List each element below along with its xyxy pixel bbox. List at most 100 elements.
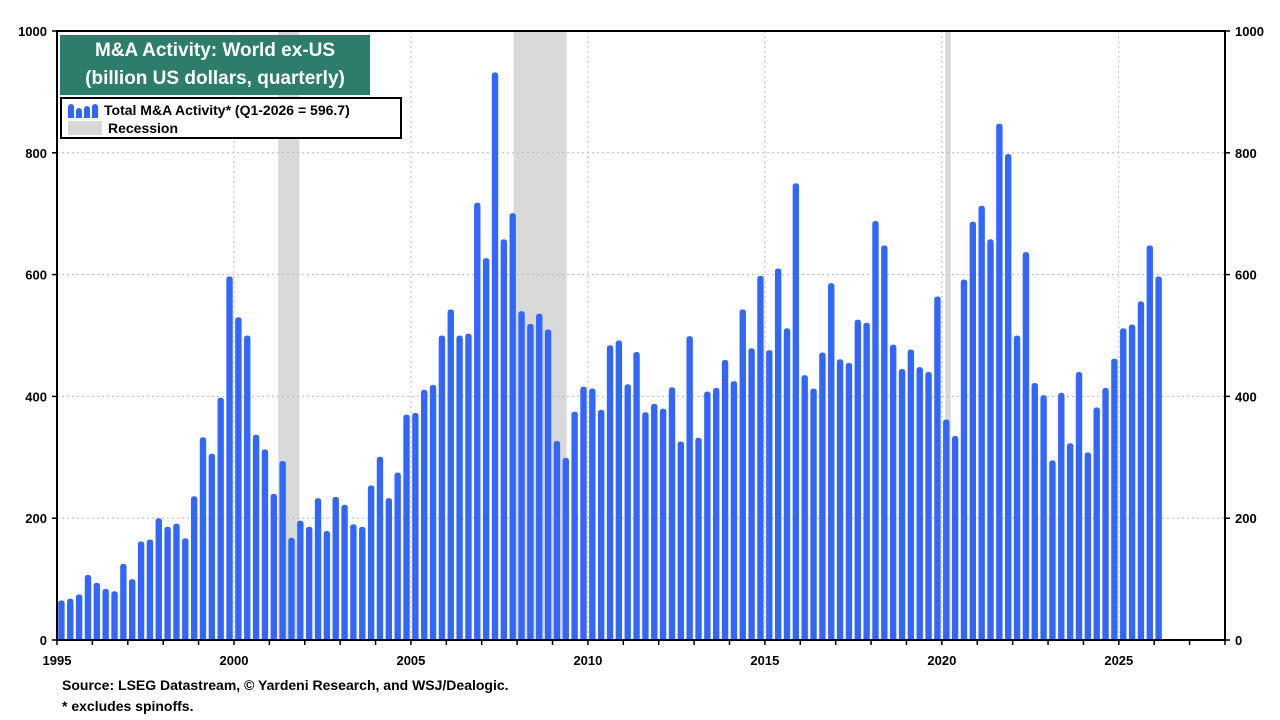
bar bbox=[642, 412, 649, 640]
bar bbox=[651, 403, 658, 640]
bar bbox=[279, 460, 286, 640]
legend: Total M&A Activity* (Q1-2026 = 596.7) Re… bbox=[60, 97, 402, 139]
bar bbox=[137, 541, 145, 640]
chart-title-box: M&A Activity: World ex-US (billion US do… bbox=[60, 35, 370, 95]
bar bbox=[1066, 443, 1074, 640]
legend-series-label: Total M&A Activity* (Q1-2026 = 596.7) bbox=[104, 102, 350, 118]
bar bbox=[332, 496, 339, 640]
bar bbox=[305, 526, 313, 640]
bar bbox=[1031, 383, 1038, 640]
y-tick-label-left: 0 bbox=[40, 633, 47, 648]
bar bbox=[509, 213, 516, 640]
bar bbox=[244, 335, 251, 640]
bar bbox=[633, 351, 640, 640]
bar bbox=[969, 221, 977, 640]
bar bbox=[199, 437, 207, 640]
bar bbox=[1128, 324, 1136, 640]
bar bbox=[889, 344, 897, 640]
bar bbox=[544, 329, 552, 640]
bar bbox=[1137, 301, 1145, 640]
bar bbox=[456, 335, 463, 640]
bar bbox=[659, 408, 667, 640]
bar bbox=[907, 349, 915, 640]
bar bbox=[146, 539, 154, 640]
bar bbox=[597, 409, 605, 640]
bar bbox=[615, 340, 623, 640]
bar bbox=[208, 453, 216, 640]
bar bbox=[686, 336, 693, 640]
y-tick-label-right: 600 bbox=[1235, 268, 1257, 283]
bar bbox=[872, 221, 879, 640]
bar bbox=[996, 123, 1003, 641]
bar bbox=[314, 498, 322, 640]
bar bbox=[925, 372, 932, 640]
y-tick-label-left: 200 bbox=[25, 511, 47, 526]
bar bbox=[270, 493, 277, 640]
legend-recession-label: Recession bbox=[108, 120, 179, 136]
bar bbox=[774, 268, 782, 640]
bar bbox=[155, 518, 162, 640]
bar bbox=[465, 333, 472, 640]
y-tick-label-left: 400 bbox=[25, 389, 47, 404]
chart-subtitle: (billion US dollars, quarterly) bbox=[85, 68, 345, 89]
y-tick-label-right: 0 bbox=[1235, 633, 1242, 648]
x-tick-label: 2025 bbox=[1104, 653, 1133, 668]
bar bbox=[1155, 276, 1162, 640]
bar bbox=[182, 538, 189, 640]
bar bbox=[898, 368, 906, 640]
bar bbox=[527, 323, 534, 640]
bar bbox=[943, 419, 950, 640]
bar-swatch-icon bbox=[68, 102, 98, 118]
bar bbox=[438, 335, 446, 640]
bar bbox=[978, 205, 985, 640]
y-tick-label-left: 600 bbox=[25, 268, 47, 283]
y-tick-label-left: 1000 bbox=[18, 24, 47, 39]
bar bbox=[589, 388, 596, 640]
bar bbox=[580, 386, 587, 640]
bar bbox=[164, 526, 171, 640]
bar bbox=[801, 375, 808, 640]
plot-frame bbox=[56, 30, 1226, 641]
bar bbox=[367, 485, 375, 640]
bar bbox=[226, 276, 233, 640]
bar bbox=[288, 537, 295, 640]
bar bbox=[571, 411, 578, 640]
bar bbox=[421, 389, 428, 640]
bar bbox=[757, 275, 764, 640]
bar bbox=[1005, 154, 1012, 640]
bar bbox=[235, 317, 242, 640]
bar bbox=[491, 72, 499, 641]
bar bbox=[385, 498, 393, 640]
bar bbox=[341, 504, 348, 640]
bar bbox=[845, 362, 853, 640]
bar bbox=[1013, 335, 1021, 640]
bar bbox=[75, 594, 83, 640]
bar bbox=[323, 530, 331, 640]
bar bbox=[721, 359, 729, 640]
x-tick-label: 2010 bbox=[573, 653, 602, 668]
bar bbox=[217, 397, 224, 640]
bar bbox=[1120, 328, 1127, 640]
bar bbox=[606, 345, 614, 640]
footnote: * excludes spinoffs. bbox=[62, 698, 194, 714]
bar bbox=[129, 579, 136, 640]
bar bbox=[1049, 460, 1056, 640]
bar bbox=[960, 279, 968, 640]
x-tick-label: 1995 bbox=[43, 653, 72, 668]
chart-title: M&A Activity: World ex-US bbox=[95, 40, 335, 61]
bar bbox=[881, 245, 888, 641]
bar bbox=[1146, 245, 1153, 641]
bar bbox=[102, 588, 109, 640]
bar bbox=[562, 457, 569, 640]
x-tick-label: 2020 bbox=[927, 653, 956, 668]
bar bbox=[695, 437, 702, 640]
bar bbox=[518, 311, 525, 640]
bar bbox=[934, 296, 941, 640]
bar bbox=[730, 381, 738, 640]
bar bbox=[836, 359, 844, 640]
bar bbox=[297, 520, 304, 640]
bar bbox=[819, 352, 826, 640]
bar bbox=[190, 496, 198, 640]
y-tick-label-right: 200 bbox=[1235, 511, 1257, 526]
bar bbox=[359, 526, 366, 640]
